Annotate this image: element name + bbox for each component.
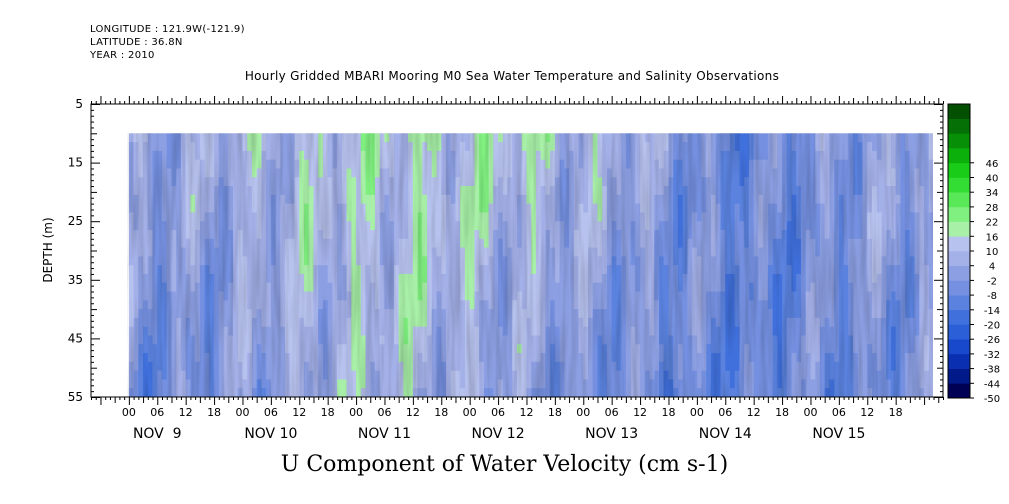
longitude-label: LONGITUDE : 121.9W(-121.9) [90,24,245,35]
latitude-label: LATITUDE : 36.8N [90,37,183,48]
chart-title: Hourly Gridded MBARI Mooring M0 Sea Wate… [244,69,780,83]
year-label: YEAR : 2010 [90,50,155,61]
